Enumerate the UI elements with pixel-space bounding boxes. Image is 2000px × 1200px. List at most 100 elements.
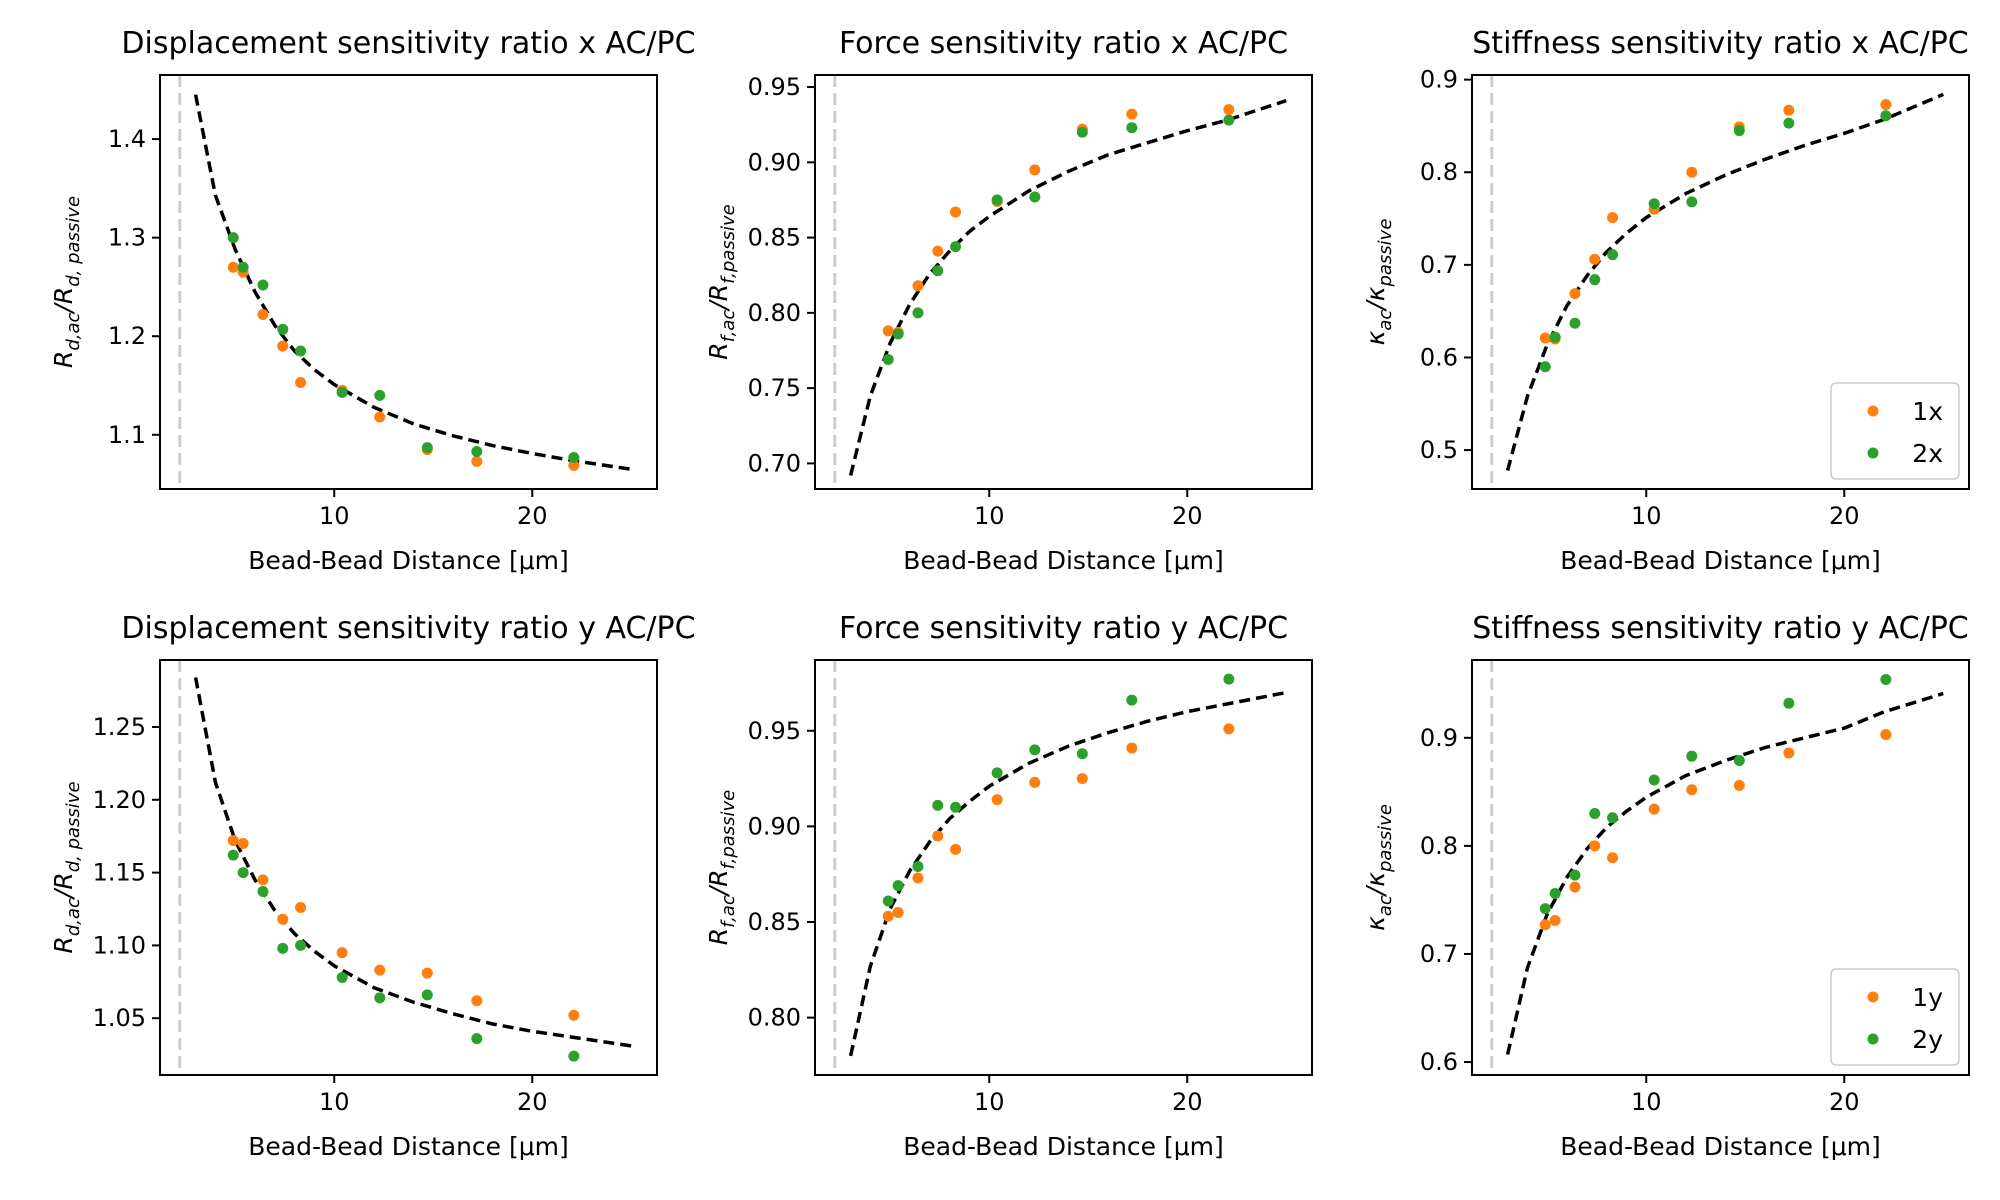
- axes-frame: [159, 74, 658, 490]
- data-point-series-2: [336, 386, 348, 398]
- x-tick-label: 10: [1631, 502, 1662, 530]
- x-tick-label: 10: [319, 502, 350, 530]
- data-point-series-1: [1569, 881, 1581, 893]
- y-axis-label-part: /R: [49, 287, 78, 315]
- data-point-series-1: [932, 830, 944, 842]
- x-axis-label: Bead-Bead Distance [μm]: [1560, 1132, 1881, 1161]
- chart-title: Stiffness sensitivity ratio x AC/PC: [1472, 26, 1968, 61]
- data-point-series-2: [471, 1033, 483, 1045]
- data-point-series-2: [912, 307, 924, 319]
- y-axis-label-part: /R: [49, 872, 78, 900]
- data-point-series-1: [374, 411, 386, 423]
- y-tick-label: 0.7: [1420, 251, 1458, 279]
- data-point-series-2: [892, 328, 904, 340]
- y-axis-label-part: d, passive: [63, 781, 84, 872]
- data-point-series-1: [257, 874, 269, 886]
- x-tick-label: 20: [517, 502, 548, 530]
- y-axis-label-part: /R: [704, 869, 733, 897]
- data-point-series-1: [295, 377, 307, 389]
- data-point-series-2: [1126, 122, 1138, 134]
- data-point-series-2: [991, 767, 1003, 779]
- y-tick-label: 0.95: [748, 717, 801, 745]
- y-axis-label-part: κ: [1361, 330, 1390, 345]
- data-point-series-1: [568, 459, 580, 471]
- chart-panel-1: Displacement sensitivity ratio x AC/PC 10…: [49, 26, 696, 575]
- data-point-series-1: [1880, 99, 1892, 111]
- data-point-series-1: [1648, 803, 1660, 815]
- data-point-series-2: [1569, 869, 1581, 881]
- y-tick-label: 0.80: [748, 299, 801, 327]
- data-point-series-2: [1589, 274, 1601, 286]
- data-point-series-1: [882, 910, 894, 922]
- y-tick-label: 0.9: [1420, 724, 1458, 752]
- data-point-series-2: [1589, 807, 1601, 819]
- data-point-series-2: [1733, 125, 1745, 137]
- y-tick-label: 0.85: [748, 908, 801, 936]
- data-point-series-1: [1126, 108, 1138, 120]
- data-point-series-1: [1607, 852, 1619, 864]
- data-point-series-1: [950, 843, 962, 855]
- axes-frame: [1471, 659, 1970, 1076]
- legend-marker: [1867, 447, 1879, 459]
- x-axis-label: Bead-Bead Distance [μm]: [903, 1132, 1224, 1161]
- y-axis-label-part: R: [704, 342, 733, 359]
- data-point-series-1: [277, 340, 289, 352]
- y-axis-label: Rd,ac/Rd, passive: [49, 781, 84, 953]
- data-point-series-2: [1783, 117, 1795, 129]
- data-point-series-1: [1686, 166, 1698, 178]
- data-point-series-1: [932, 245, 944, 257]
- y-axis-label-part: ac: [1375, 895, 1396, 916]
- fit-curve: [848, 690, 1287, 1057]
- y-axis-label-part: R: [49, 936, 78, 953]
- y-tick-label: 1.05: [93, 1004, 146, 1032]
- x-tick-label: 10: [974, 502, 1005, 530]
- y-axis-label-part: /κ: [1361, 872, 1390, 897]
- data-point-series-2: [1539, 361, 1551, 373]
- data-point-series-2: [237, 867, 249, 879]
- data-point-series-1: [1223, 723, 1235, 735]
- data-point-series-2: [277, 942, 289, 954]
- data-point-series-2: [421, 442, 433, 454]
- chart-panel-4: Displacement sensitivity ratio y AC/PC 10…: [49, 611, 696, 1161]
- legend-marker: [1867, 1033, 1879, 1045]
- data-point-series-1: [1880, 729, 1892, 741]
- x-tick-label: 10: [974, 1088, 1005, 1116]
- y-tick-label: 1.4: [108, 125, 146, 153]
- y-tick-label: 0.85: [748, 224, 801, 252]
- data-point-series-1: [912, 872, 924, 884]
- data-point-series-1: [912, 280, 924, 292]
- y-axis-label-part: R: [704, 928, 733, 945]
- data-point-series-1: [1223, 104, 1235, 116]
- legend-marker: [1867, 405, 1879, 417]
- data-point-series-2: [1880, 673, 1892, 685]
- data-point-series-2: [1076, 748, 1088, 760]
- y-axis-label: κac/κpassive: [1361, 804, 1396, 931]
- data-point-series-2: [882, 895, 894, 907]
- data-point-series-2: [882, 354, 894, 366]
- legend-label: 1y: [1912, 983, 1943, 1012]
- data-point-series-1: [237, 837, 249, 849]
- data-point-series-2: [1880, 110, 1892, 122]
- data-point-series-2: [257, 279, 269, 291]
- chart-panel-2: Force sensitivity ratio x AC/PC 10 20 0.70 0…: [704, 26, 1313, 575]
- data-point-series-2: [1783, 697, 1795, 709]
- y-tick-label: 0.75: [748, 374, 801, 402]
- data-point-series-1: [1569, 288, 1581, 300]
- legend-box: [1830, 382, 1960, 480]
- y-axis-label-part: ac: [1375, 310, 1396, 331]
- data-point-series-2: [1076, 126, 1088, 138]
- y-tick-label: 0.7: [1420, 940, 1458, 968]
- data-point-series-1: [227, 835, 239, 847]
- data-point-series-2: [1648, 774, 1660, 786]
- data-point-series-1: [421, 967, 433, 979]
- data-point-series-1: [1076, 773, 1088, 785]
- y-tick-label: 0.8: [1420, 832, 1458, 860]
- y-tick-label: 0.95: [748, 73, 801, 101]
- data-point-series-1: [471, 995, 483, 1007]
- y-axis-label: Rf,ac/Rf,passive: [704, 204, 739, 360]
- x-tick-label: 20: [517, 1088, 548, 1116]
- data-point-series-2: [421, 989, 433, 1001]
